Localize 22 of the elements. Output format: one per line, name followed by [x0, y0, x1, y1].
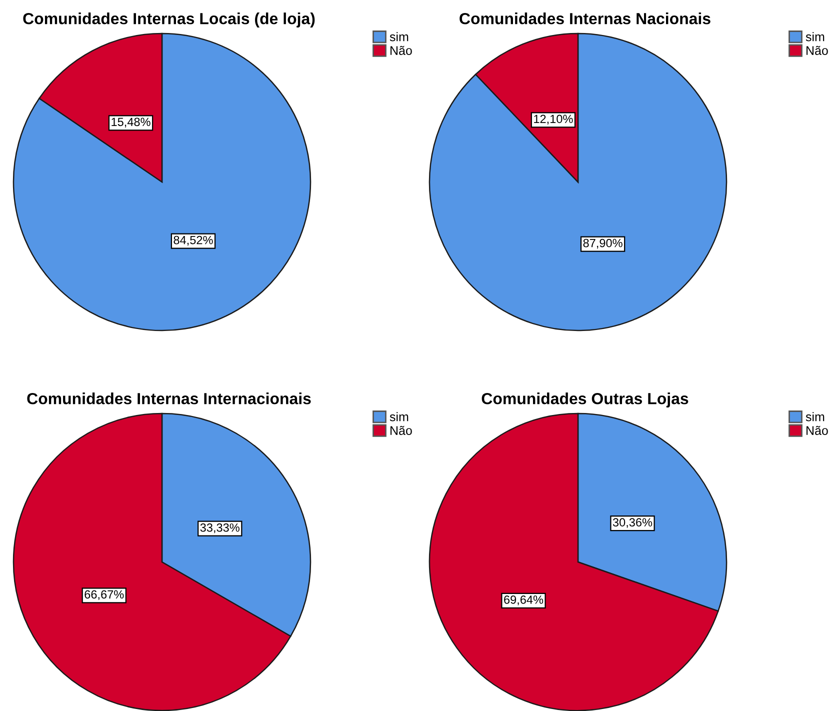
data-label: 84,52%	[174, 236, 213, 246]
legend-label: Não	[806, 426, 828, 435]
legend-label: sim	[390, 32, 408, 42]
chart-title: Comunidades Internas Locais (de loja)	[23, 12, 315, 28]
chart-title: Comunidades Outras Lojas	[482, 392, 688, 408]
data-label: 12,10%	[534, 114, 573, 125]
data-label: 66,67%	[84, 590, 124, 600]
pie-slice	[12, 32, 312, 332]
legend-label: Não	[390, 426, 412, 435]
legend-label: sim	[806, 412, 824, 422]
data-label: 15,48%	[112, 118, 150, 128]
legend-label: Não	[390, 46, 412, 55]
data-label: 69,64%	[504, 595, 544, 606]
data-label: 33,33%	[200, 523, 240, 534]
chart-title: Comunidades Internas Internacionais	[27, 392, 311, 404]
legend-label: sim	[806, 32, 824, 42]
chart-title: Comunidades Internas Nacionais	[460, 12, 710, 24]
data-label: 30,36%	[612, 518, 652, 528]
pie-slice	[428, 32, 728, 332]
legend-label: sim	[390, 412, 408, 422]
legend-label: Não	[806, 46, 828, 55]
data-label: 87,90%	[583, 238, 622, 249]
